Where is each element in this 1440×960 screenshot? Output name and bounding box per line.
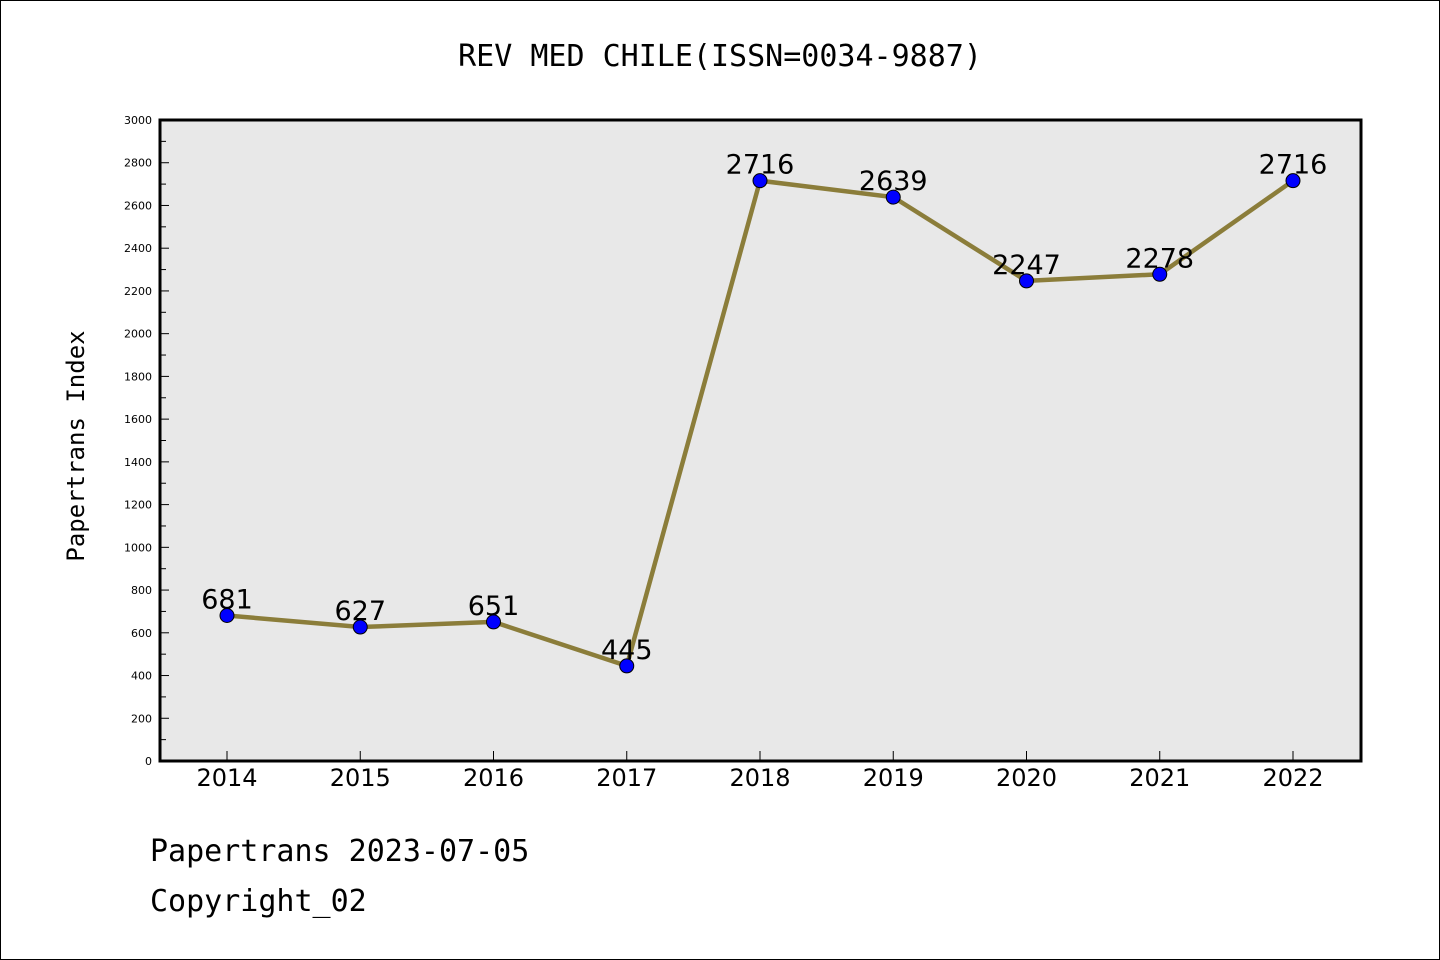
y-tick-label: 200: [131, 712, 152, 725]
y-tick-label: 800: [131, 584, 152, 597]
y-tick-label: 1000: [124, 541, 152, 554]
data-point-label: 2247: [992, 250, 1061, 281]
y-tick-label: 0: [145, 755, 152, 768]
data-point-label: 445: [601, 635, 653, 666]
y-tick-label: 3000: [124, 114, 152, 127]
y-tick-label: 2600: [124, 199, 152, 212]
y-axis-ticks: 0 200 400 600 800 1000 1200 1400 1600 1800 2000 220…: [124, 114, 169, 768]
data-point-label: 627: [334, 596, 386, 627]
data-point-label: 681: [201, 584, 253, 615]
y-tick-label: 1600: [124, 413, 152, 426]
y-tick-label: 2400: [124, 242, 152, 255]
data-point-label: 2278: [1125, 243, 1194, 274]
footer-copyright-text: Copyright_02: [150, 884, 367, 919]
y-axis-label: Papertrans Index: [62, 330, 90, 561]
y-tick-label: 2800: [124, 157, 152, 170]
x-tick-label: 2015: [330, 764, 391, 792]
y-tick-label: 600: [131, 627, 152, 640]
data-point-marker: [752, 173, 768, 189]
x-tick-label: 2021: [1129, 764, 1190, 792]
x-tick-label: 2017: [596, 764, 657, 792]
data-labels: 681 627 651 445 2716 2639 2247 2278 2716: [201, 150, 1327, 666]
y-tick-label: 400: [131, 670, 152, 683]
x-tick-label: 2018: [729, 764, 790, 792]
data-point-label: 2639: [859, 166, 928, 197]
data-markers: [219, 173, 1301, 674]
data-point-label: 651: [468, 591, 520, 622]
data-point-marker: [1285, 173, 1301, 189]
x-tick-label: 2016: [463, 764, 524, 792]
x-tick-label: 2014: [196, 764, 257, 792]
x-axis-ticks: 2014 2015 2016 2017 2018 2019 2020 2021 2022: [196, 751, 1324, 792]
y-tick-label: 1800: [124, 370, 152, 383]
x-tick-label: 2020: [996, 764, 1057, 792]
data-point-marker: [486, 614, 501, 630]
footer-date-text: Papertrans 2023-07-05: [150, 834, 530, 869]
data-point-marker: [885, 189, 901, 205]
y-tick-label: 1200: [124, 499, 152, 512]
y-tick-label: 2200: [124, 285, 152, 298]
x-tick-label: 2019: [863, 764, 924, 792]
data-point-marker: [352, 619, 368, 635]
plot-area: [158, 118, 1363, 763]
chart-title: REV MED CHILE(ISSN=0034-9887): [458, 39, 982, 74]
data-point-marker: [619, 658, 635, 674]
data-point-marker: [219, 607, 235, 623]
y-tick-label: 2000: [124, 328, 152, 341]
y-tick-label: 1400: [124, 456, 152, 469]
data-point-label: 2716: [726, 150, 795, 181]
x-tick-label: 2022: [1262, 764, 1323, 792]
data-point-label: 2716: [1259, 150, 1328, 181]
data-point-marker: [1019, 273, 1034, 289]
data-point-marker: [1152, 266, 1168, 282]
